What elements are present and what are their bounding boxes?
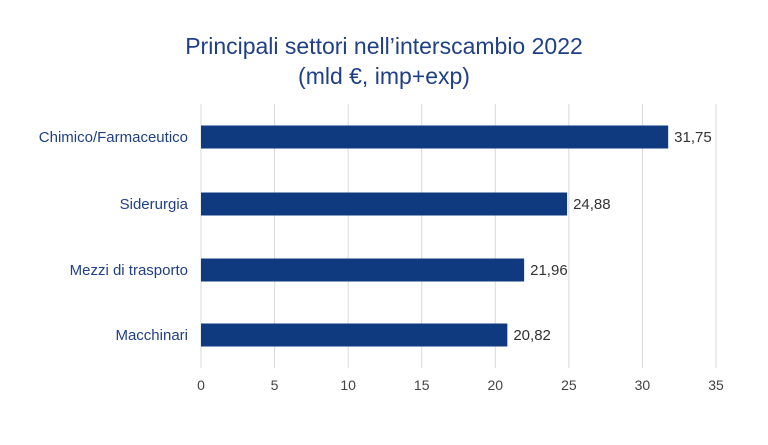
x-tick-label-20: 20 [487, 377, 503, 393]
category-label-0: Chimico/Farmaceutico [39, 129, 188, 146]
data-label-0: 31,75 [674, 129, 712, 146]
category-label-1: Siderurgia [120, 196, 189, 213]
x-tick-label-35: 35 [708, 377, 724, 393]
chart-title-line-1: Principali settori nell’interscambio 202… [185, 33, 583, 59]
data-label-2: 21,96 [530, 262, 568, 279]
data-label-3: 20,82 [513, 327, 551, 344]
x-tick-label-15: 15 [414, 377, 430, 393]
data-label-1: 24,88 [573, 196, 611, 213]
x-tick-label-5: 5 [271, 377, 279, 393]
category-label-2: Mezzi di trasporto [70, 262, 188, 279]
x-tick-label-30: 30 [635, 377, 651, 393]
bar-0 [201, 125, 669, 149]
bar-3 [201, 323, 508, 347]
bars [201, 125, 669, 347]
chart-title-line-2: (mld €, imp+exp) [298, 63, 470, 89]
labels: 0 5 10 15 20 25 30 35 Chimico/Farmaceutico 31,75 S… [39, 129, 724, 393]
bar-1 [201, 192, 568, 216]
bar-2 [201, 258, 525, 282]
x-tick-label-25: 25 [561, 377, 577, 393]
category-label-3: Macchinari [115, 327, 188, 344]
x-tick-label-0: 0 [197, 377, 205, 393]
x-tick-label-10: 10 [340, 377, 356, 393]
